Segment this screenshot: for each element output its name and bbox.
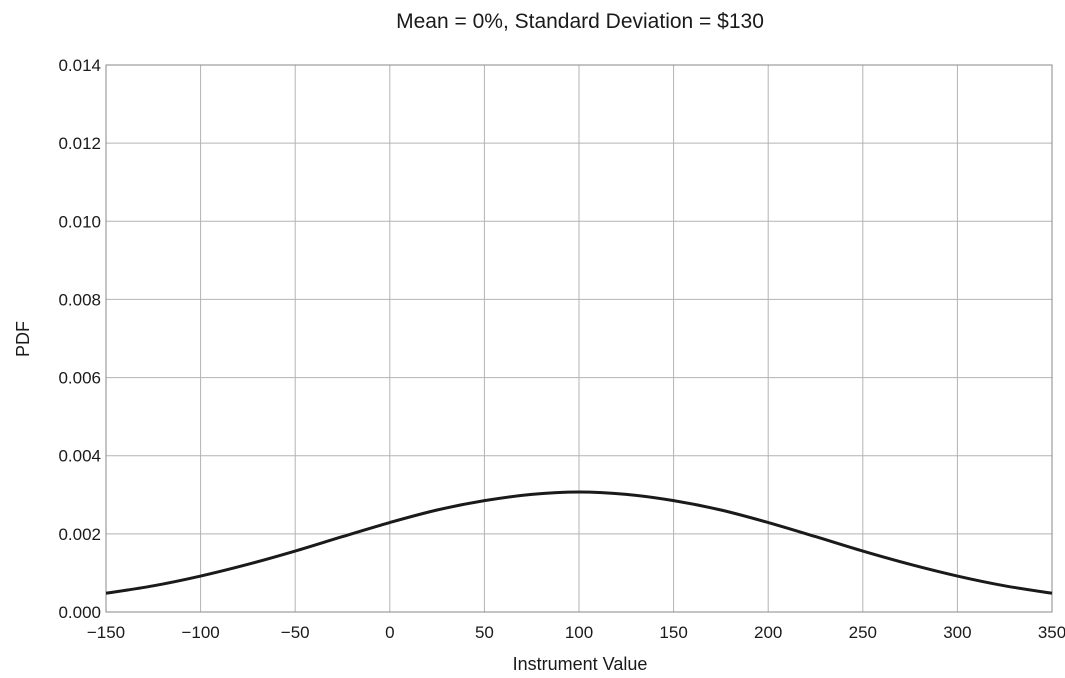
x-tick-label: 300 bbox=[943, 623, 971, 642]
y-tick-label: 0.004 bbox=[58, 447, 101, 466]
x-axis-ticks: −150 −100 −50 0 50 100 150 200 250 300 350 bbox=[87, 623, 1065, 642]
x-tick-label: 50 bbox=[475, 623, 494, 642]
x-tick-label: 200 bbox=[754, 623, 782, 642]
x-axis-label: Instrument Value bbox=[513, 654, 648, 674]
x-tick-label: 0 bbox=[385, 623, 394, 642]
x-tick-label: 150 bbox=[659, 623, 687, 642]
plot-frame bbox=[105, 64, 1053, 613]
y-tick-label: 0.010 bbox=[58, 212, 101, 231]
chart-title: Mean = 0%, Standard Deviation = $130 bbox=[396, 10, 764, 33]
y-axis-label: PDF bbox=[13, 321, 33, 357]
y-tick-label: 0.002 bbox=[58, 525, 101, 544]
x-tick-label: −50 bbox=[281, 623, 310, 642]
x-tick-label: 250 bbox=[849, 623, 877, 642]
x-tick-label: 100 bbox=[565, 623, 593, 642]
x-tick-label: −150 bbox=[87, 623, 125, 642]
y-tick-label: 0.012 bbox=[58, 134, 101, 153]
y-tick-label: 0.008 bbox=[58, 290, 101, 309]
y-axis-ticks: 0.000 0.002 0.004 0.006 0.008 0.010 0.012 0.014 bbox=[58, 56, 101, 622]
grid-lines bbox=[105, 64, 1053, 613]
x-tick-label: 350 bbox=[1038, 623, 1065, 642]
y-tick-label: 0.014 bbox=[58, 56, 101, 75]
pdf-curve-line bbox=[105, 490, 1053, 595]
y-tick-label: 0.006 bbox=[58, 369, 101, 388]
series-layer bbox=[105, 490, 1053, 595]
x-tick-label: −100 bbox=[181, 623, 219, 642]
y-tick-label: 0.000 bbox=[58, 603, 101, 622]
